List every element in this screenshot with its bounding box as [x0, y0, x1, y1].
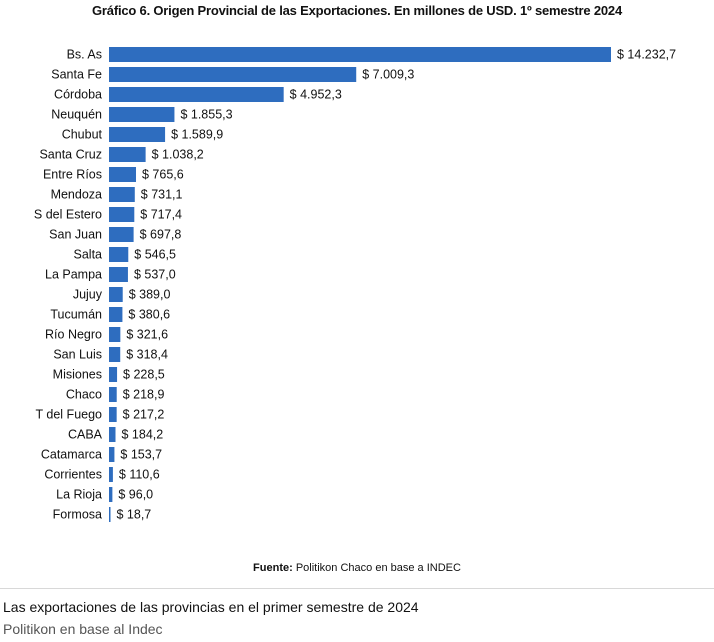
- category-label: Jujuy: [73, 288, 103, 302]
- category-label: Chaco: [66, 388, 102, 402]
- value-label: $ 228,5: [123, 368, 165, 382]
- category-label: CABA: [68, 428, 103, 442]
- bar: [109, 447, 115, 462]
- bar: [109, 347, 121, 362]
- bar: [109, 167, 137, 182]
- bar: [109, 227, 134, 242]
- value-label: $ 1.589,9: [171, 128, 223, 142]
- bar: [109, 187, 135, 202]
- bar: [109, 387, 117, 402]
- bar: [109, 247, 129, 262]
- bar: [109, 127, 166, 142]
- bar: [109, 367, 118, 382]
- category-label: Catamarca: [41, 448, 102, 462]
- value-label: $ 717,4: [140, 208, 182, 222]
- source-text: Politikon Chaco en base a INDEC: [292, 562, 461, 574]
- bar: [109, 207, 135, 222]
- category-label: S del Estero: [34, 208, 102, 222]
- bar: [109, 87, 284, 102]
- category-label: Entre Ríos: [43, 168, 102, 182]
- chart-figure: Gráfico 6. Origen Provincial de las Expo…: [0, 3, 714, 589]
- category-label: Santa Cruz: [39, 148, 102, 162]
- source-label: Fuente:: [253, 562, 293, 574]
- value-label: $ 697,8: [140, 228, 182, 242]
- bar: [109, 427, 116, 442]
- category-label: T del Fuego: [36, 408, 103, 422]
- bar-chart: Bs. As $ 14.232,7 Santa Fe $ 7.009,3 Córdoba…: [34, 47, 676, 522]
- value-label: $ 1.855,3: [180, 108, 232, 122]
- value-label: $ 1.038,2: [152, 148, 204, 162]
- value-label: $ 96,0: [118, 488, 153, 502]
- value-label: $ 184,2: [121, 428, 163, 442]
- category-label: Tucumán: [50, 308, 102, 322]
- value-label: $ 318,4: [126, 348, 168, 362]
- bar: [109, 267, 128, 282]
- category-label: San Juan: [49, 228, 102, 242]
- bar: [109, 147, 146, 162]
- category-label: Río Negro: [45, 328, 102, 342]
- category-label: La Rioja: [56, 488, 102, 502]
- value-label: $ 546,5: [134, 248, 176, 262]
- value-label: $ 217,2: [123, 408, 165, 422]
- category-label: Mendoza: [51, 188, 102, 202]
- bar: [109, 67, 357, 82]
- image-caption: Las exportaciones de las provincias en e…: [3, 599, 419, 615]
- value-label: $ 380,6: [128, 308, 170, 322]
- category-label: Bs. As: [67, 48, 102, 62]
- value-label: $ 389,0: [129, 288, 171, 302]
- value-label: $ 731,1: [141, 188, 183, 202]
- bar: [109, 47, 611, 62]
- category-label: La Pampa: [45, 268, 102, 282]
- bar: [109, 507, 111, 522]
- value-label: $ 14.232,7: [617, 48, 676, 62]
- category-label: Santa Fe: [51, 68, 102, 82]
- bar: [109, 407, 117, 422]
- chart-source: Fuente: Politikon Chaco en base a INDEC: [0, 562, 714, 574]
- chart-title: Gráfico 6. Origen Provincial de las Expo…: [92, 3, 622, 18]
- value-label: $ 7.009,3: [362, 68, 414, 82]
- bar: [109, 107, 175, 122]
- value-label: $ 18,7: [117, 508, 152, 522]
- image-credit: Politikon en base al Indec: [3, 621, 163, 637]
- category-label: Neuquén: [51, 108, 102, 122]
- bar: [109, 307, 123, 322]
- value-label: $ 110,6: [119, 468, 160, 482]
- category-label: San Luis: [53, 348, 102, 362]
- category-label: Corrientes: [44, 468, 102, 482]
- category-label: Misiones: [53, 368, 102, 382]
- value-label: $ 537,0: [134, 268, 176, 282]
- category-label: Chubut: [62, 128, 103, 142]
- category-label: Córdoba: [54, 88, 102, 102]
- value-label: $ 218,9: [123, 388, 165, 402]
- value-label: $ 321,6: [126, 328, 168, 342]
- bar: [109, 287, 123, 302]
- value-label: $ 765,6: [142, 168, 184, 182]
- bar: [109, 327, 121, 342]
- value-label: $ 4.952,3: [290, 88, 342, 102]
- value-label: $ 153,7: [120, 448, 162, 462]
- bar: [109, 487, 113, 502]
- bar: [109, 467, 113, 482]
- category-label: Salta: [74, 248, 103, 262]
- category-label: Formosa: [53, 508, 102, 522]
